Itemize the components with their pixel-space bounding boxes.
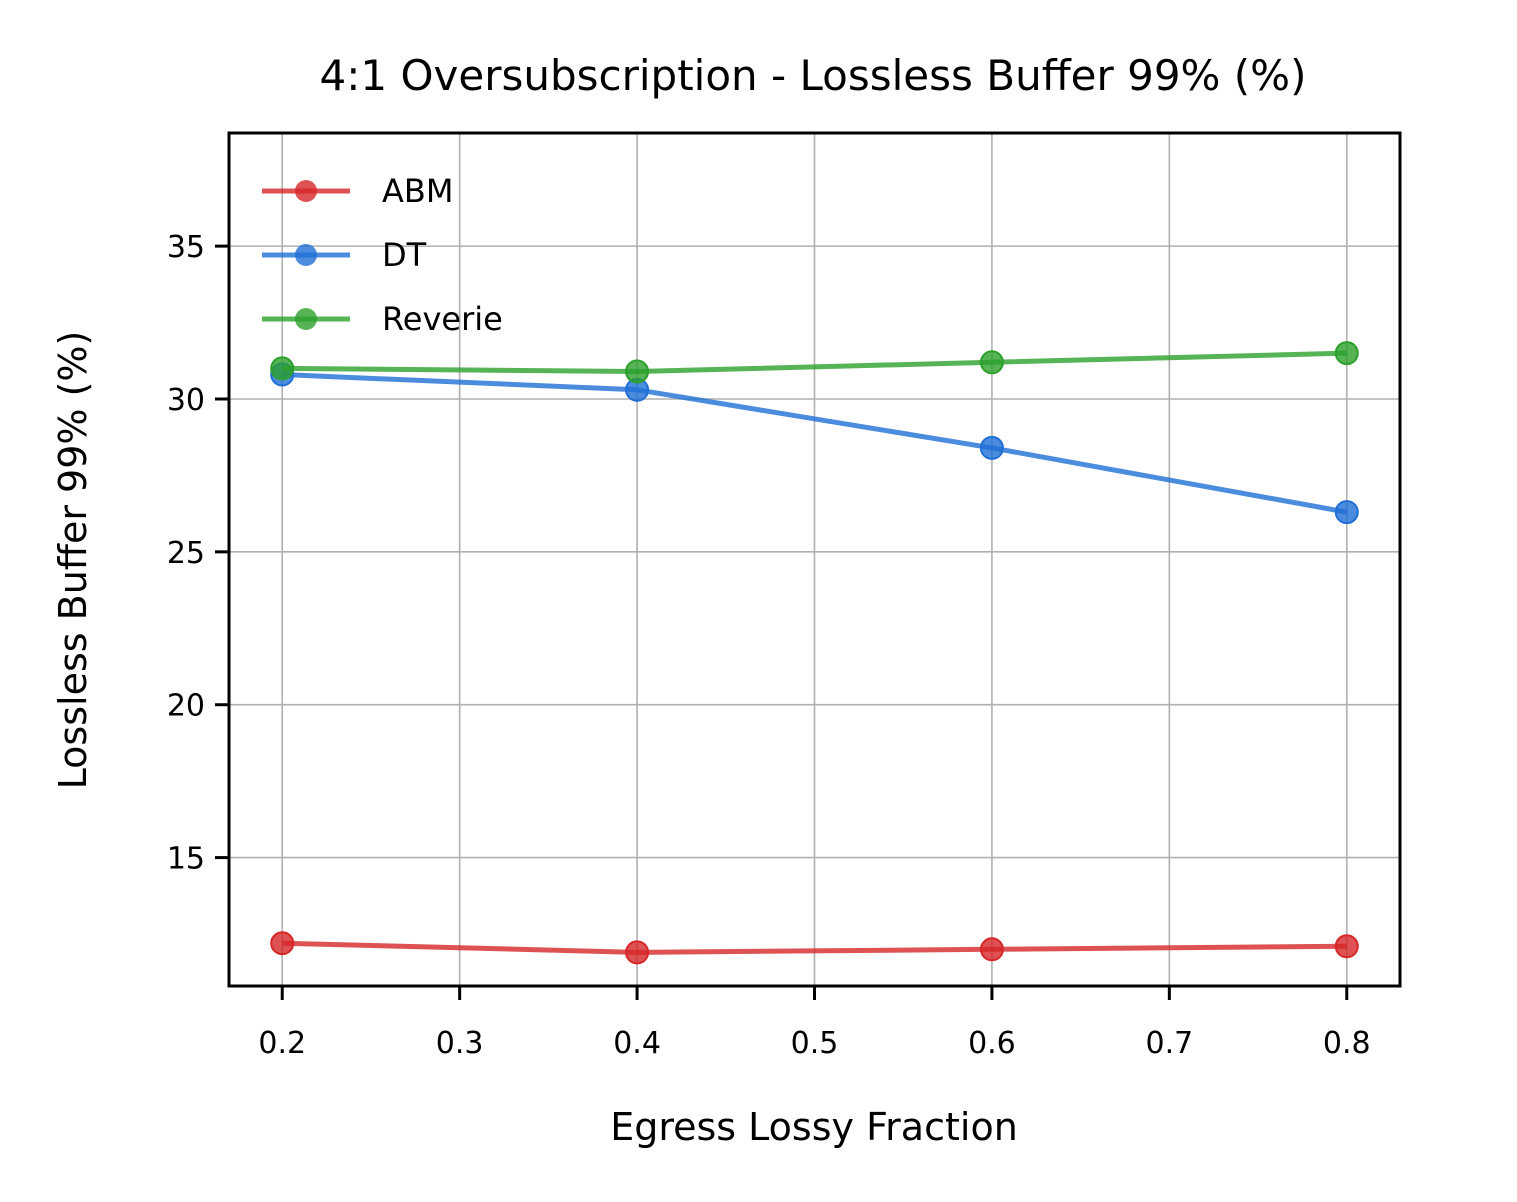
x-axis-label: Egress Lossy Fraction (610, 1105, 1018, 1149)
data-point-abm (270, 931, 295, 956)
y-axis: 15 20 25 30 35 (167, 230, 229, 877)
x-tick-label: 0.2 (258, 1026, 306, 1061)
x-tick-label: 0.3 (436, 1026, 484, 1061)
x-tick-label: 0.8 (1323, 1026, 1371, 1061)
y-tick-label: 30 (167, 383, 205, 418)
legend-label-dt: DT (382, 236, 427, 274)
grid (229, 133, 1400, 986)
x-tick-label: 0.6 (968, 1026, 1016, 1061)
legend-marker-dt (295, 244, 317, 266)
data-point-dt (979, 435, 1004, 460)
legend: ABM DT Reverie (262, 172, 503, 338)
y-axis-label: Lossless Buffer 99% (%) (51, 331, 95, 790)
x-axis: 0.2 0.3 0.4 0.5 0.6 0.7 0.8 (258, 986, 1371, 1061)
legend-label-reverie: Reverie (382, 300, 503, 338)
data-point-reverie (270, 356, 295, 381)
data-point-abm (1334, 934, 1359, 959)
data-point-abm (625, 940, 650, 965)
legend-marker-reverie (295, 308, 317, 330)
y-tick-label: 20 (167, 689, 205, 724)
x-tick-label: 0.7 (1145, 1026, 1193, 1061)
series-line-dt (282, 372, 1348, 515)
data-point-reverie (1334, 341, 1359, 366)
x-tick-label: 0.5 (791, 1026, 839, 1061)
data-point-abm (979, 937, 1004, 962)
series-line-abm (282, 940, 1347, 955)
legend-marker-abm (295, 180, 317, 202)
legend-label-abm: ABM (382, 172, 453, 210)
x-tick-label: 0.4 (613, 1026, 661, 1061)
y-tick-label: 25 (167, 536, 205, 571)
chart-title: 4:1 Oversubscription - Lossless Buffer 9… (320, 51, 1307, 100)
series-layer (270, 341, 1359, 965)
data-point-reverie (979, 350, 1004, 375)
data-point-reverie (625, 359, 650, 384)
y-tick-label: 35 (167, 230, 205, 265)
data-point-dt (1334, 500, 1359, 525)
series-line-reverie (282, 350, 1347, 374)
y-tick-label: 15 (167, 842, 205, 877)
